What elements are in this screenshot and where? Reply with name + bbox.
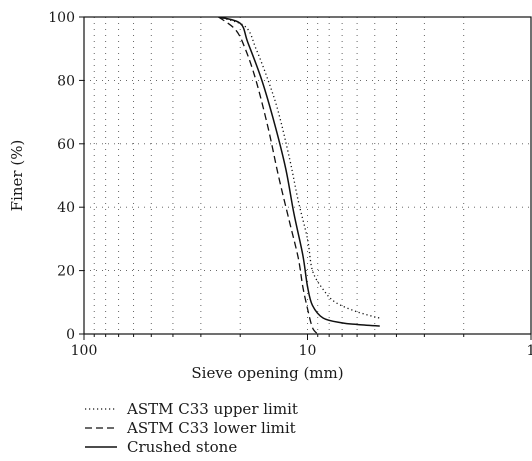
series-line-astm-c33-upper-limit: [218, 17, 380, 319]
series-line-crushed-stone: [218, 17, 380, 327]
y-tick-label: 20: [57, 264, 75, 280]
y-tick-label: 40: [57, 200, 75, 216]
y-tick-label: 60: [57, 137, 75, 153]
legend-label-astm-c33-lower-limit: ASTM C33 lower limit: [126, 419, 296, 437]
y-tick-label: 100: [48, 10, 75, 26]
x-tick-label: 10: [299, 343, 317, 359]
x-tick-label: 100: [71, 343, 98, 359]
y-tick-label: 0: [66, 327, 75, 343]
x-axis-title: Sieve opening (mm): [191, 364, 343, 382]
axis-ticks: 0 20 40 60 80 100 100 10 1: [48, 10, 532, 359]
y-tick-label: 80: [57, 73, 75, 89]
legend-label-astm-c33-upper-limit: ASTM C33 upper limit: [126, 400, 298, 418]
series-layer: [218, 17, 380, 334]
series-line-astm-c33-lower-limit: [218, 17, 319, 334]
legend-label-crushed-stone: Crushed stone: [127, 438, 237, 456]
y-axis-title: Finer (%): [8, 140, 26, 212]
x-tick-label: 1: [527, 343, 532, 359]
